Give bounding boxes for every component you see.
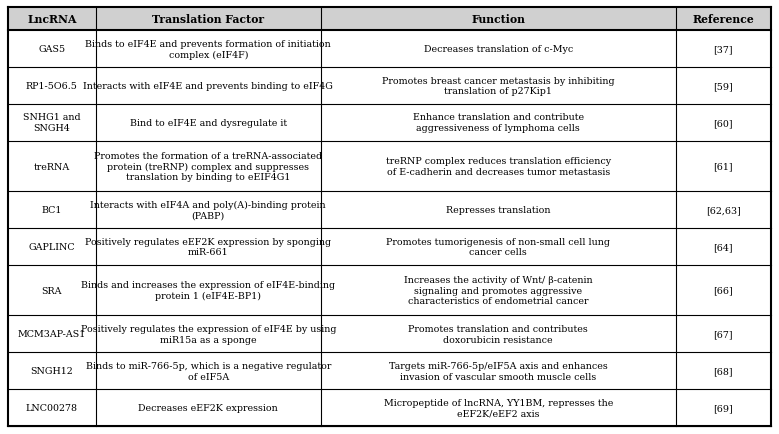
Text: Promotes tumorigenesis of non-small cell lung
cancer cells: Promotes tumorigenesis of non-small cell… [386,237,610,257]
Text: Translation Factor: Translation Factor [152,14,264,25]
Bar [8,31,771,68]
Text: Increases the activity of Wnt/ β-catenin
signaling and promotes aggressive
chara: Increases the activity of Wnt/ β-catenin… [404,275,593,306]
Text: Binds to miR-766-5p, which is a negative regulator
of eIF5A: Binds to miR-766-5p, which is a negative… [86,361,331,381]
Bar [8,8,771,31]
Text: Targets miR-766-5p/eIF5A axis and enhances
invasion of vascular smooth muscle ce: Targets miR-766-5p/eIF5A axis and enhanc… [389,361,608,381]
Text: Reference: Reference [693,14,754,25]
Text: GAS5: GAS5 [38,45,65,54]
Text: Micropeptide of lncRNA, YY1BM, represses the
eEF2K/eEF2 axis: Micropeptide of lncRNA, YY1BM, represses… [383,398,613,418]
Text: Promotes the formation of a treRNA-associated
protein (treRNP) complex and suppr: Promotes the formation of a treRNA-assoc… [94,151,323,182]
Bar [8,192,771,229]
Text: LNC00278: LNC00278 [26,403,78,412]
Text: [64]: [64] [714,243,733,251]
Bar [8,265,771,316]
Text: Interacts with eIF4E and prevents binding to eIF4G: Interacts with eIF4E and prevents bindin… [83,82,333,91]
Text: SNGH12: SNGH12 [30,366,73,375]
Text: Function: Function [471,14,525,25]
Text: treRNA: treRNA [33,162,70,171]
Text: [67]: [67] [714,329,733,339]
Text: treRNP complex reduces translation efficiency
of E-cadherin and decreases tumor : treRNP complex reduces translation effic… [386,157,611,177]
Bar [8,316,771,352]
Text: [60]: [60] [714,118,733,128]
Bar [8,389,771,426]
Text: MCM3AP-AS1: MCM3AP-AS1 [18,329,86,339]
Text: Binds and increases the expression of eIF4E-binding
protein 1 (eIF4E-BP1): Binds and increases the expression of eI… [81,281,335,300]
Text: Positively regulates the expression of eIF4E by using
miR15a as a sponge: Positively regulates the expression of e… [80,324,336,344]
Text: Positively regulates eEF2K expression by sponging
miR-661: Positively regulates eEF2K expression by… [85,237,331,257]
Text: [68]: [68] [714,366,733,375]
Text: Binds to eIF4E and prevents formation of initiation
complex (eIF4F): Binds to eIF4E and prevents formation of… [86,39,331,59]
Text: Promotes breast cancer metastasis by inhibiting
translation of p27Kip1: Promotes breast cancer metastasis by inh… [382,76,615,96]
Text: Promotes translation and contributes
doxorubicin resistance: Promotes translation and contributes dox… [408,324,588,344]
Text: Interacts with eIF4A and poly(A)-binding protein
(PABP): Interacts with eIF4A and poly(A)-binding… [90,201,326,220]
Text: Represses translation: Represses translation [446,206,551,215]
Text: [66]: [66] [714,286,733,295]
Text: Decreases eEF2K expression: Decreases eEF2K expression [139,403,278,412]
Text: [61]: [61] [714,162,733,171]
Text: [62,63]: [62,63] [706,206,741,215]
Text: Decreases translation of c-Myc: Decreases translation of c-Myc [424,45,573,54]
Text: LncRNA: LncRNA [27,14,76,25]
Bar [8,68,771,105]
Text: BC1: BC1 [42,206,62,215]
Text: SRA: SRA [41,286,62,295]
Bar [8,141,771,192]
Text: GAPLINC: GAPLINC [29,243,76,251]
Text: Bind to eIF4E and dysregulate it: Bind to eIF4E and dysregulate it [130,118,287,128]
Bar [8,105,771,141]
Text: [69]: [69] [714,403,733,412]
Bar [8,352,771,389]
Text: [59]: [59] [714,82,733,91]
Text: RP1-5O6.5: RP1-5O6.5 [26,82,78,91]
Bar [8,229,771,265]
Text: Enhance translation and contribute
aggressiveness of lymphoma cells: Enhance translation and contribute aggre… [413,113,583,133]
Text: SNHG1 and
SNGH4: SNHG1 and SNGH4 [23,113,81,133]
Text: [37]: [37] [714,45,733,54]
